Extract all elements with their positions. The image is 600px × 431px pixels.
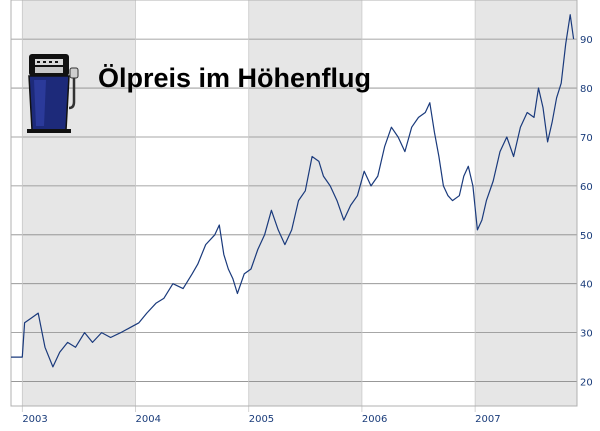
y-tick-label: 60 (580, 182, 593, 193)
y-tick-label: 40 (580, 280, 593, 291)
x-tick-label: 2005 (249, 414, 274, 425)
year-band-2007 (475, 0, 577, 406)
y-tick-labels: 20 30 40 50 60 70 80 90 (580, 35, 593, 388)
x-tick-label: 2006 (362, 414, 387, 425)
fuel-pump-icon (27, 54, 79, 133)
y-tick-label: 50 (580, 231, 593, 242)
y-tick-label: 90 (580, 35, 593, 46)
x-tick-labels: 2003 2004 2005 2006 2007 (22, 414, 500, 425)
series-layer (11, 14, 575, 368)
x-tick-label: 2007 (475, 414, 500, 425)
year-band-2005 (248, 0, 362, 406)
chart-title: Ölpreis im Höhenflug (98, 63, 371, 93)
pump-panel (35, 67, 63, 73)
pump-hose (68, 78, 76, 110)
pump-display-dot-c (49, 61, 52, 63)
x-tick-label: 2003 (22, 414, 47, 425)
gridlines (11, 0, 577, 412)
pump-nozzle (69, 67, 79, 79)
y-tick-label: 20 (580, 378, 593, 389)
pump-display-dot-b (43, 61, 46, 63)
y-tick-label: 80 (580, 84, 593, 95)
pump-base (27, 129, 71, 133)
pump-display-dot-a (37, 61, 40, 63)
pump-shade (34, 80, 46, 126)
year-bands (22, 0, 577, 406)
series-line-0 (11, 14, 575, 368)
plot-border (10, 0, 578, 407)
x-tick-label: 2004 (136, 414, 161, 425)
pump-display-dot-d (55, 61, 58, 63)
y-tick-label: 70 (580, 133, 593, 144)
y-tick-label: 30 (580, 329, 593, 340)
